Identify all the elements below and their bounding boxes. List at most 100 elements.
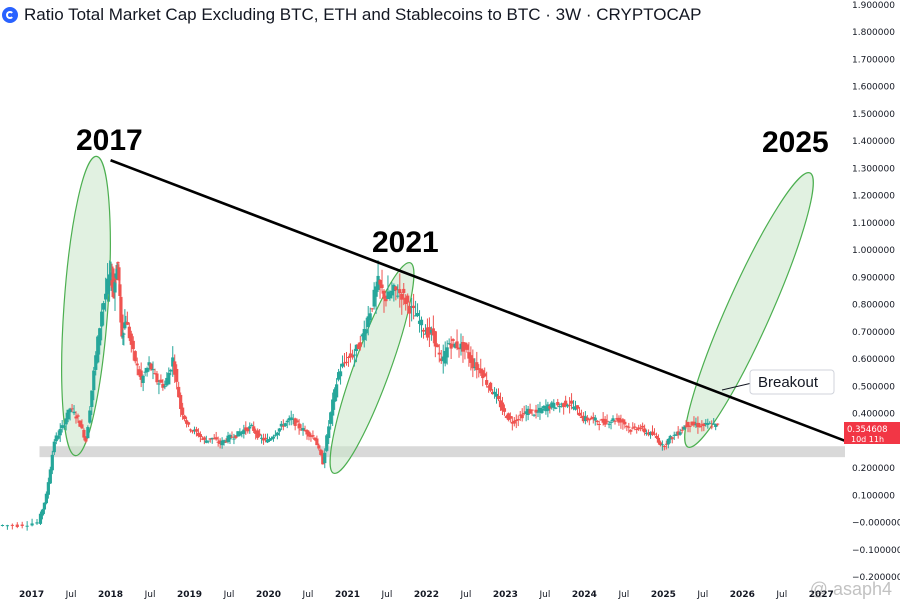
candle-body — [92, 370, 96, 391]
candle-body — [504, 416, 509, 418]
y-tick-label: 1.300000 — [852, 164, 895, 174]
candle-body — [423, 333, 428, 335]
candle-body — [143, 371, 147, 373]
candle-body — [42, 502, 47, 510]
candle-body — [358, 342, 362, 347]
candle-body — [216, 441, 220, 443]
candle-body — [613, 420, 617, 422]
candle-body — [64, 418, 68, 425]
candle-body — [263, 437, 268, 439]
candle-body — [674, 434, 678, 436]
candle-body — [625, 426, 629, 428]
candle-body — [139, 370, 143, 380]
candle-body — [181, 407, 185, 415]
candle-body — [465, 344, 469, 350]
candle-body — [40, 509, 45, 516]
candle-body — [149, 363, 153, 370]
x-tick-label: Jul — [460, 590, 472, 600]
candle-body — [269, 438, 274, 440]
candle-body — [52, 441, 56, 453]
candle-body — [692, 421, 696, 425]
candle-body — [581, 415, 586, 422]
candle-body — [447, 343, 451, 345]
candle-body — [115, 268, 119, 280]
candle-body — [194, 429, 199, 432]
candle-body — [244, 427, 248, 431]
candle-body — [473, 366, 477, 368]
candle-body — [122, 333, 126, 335]
candle-body — [433, 331, 437, 347]
candle-body — [550, 402, 554, 408]
candle-body — [76, 415, 80, 417]
candle-body — [394, 286, 398, 291]
candle-body — [611, 418, 615, 421]
candle-body — [546, 404, 550, 411]
candle-body — [506, 413, 510, 420]
candle-body — [35, 522, 39, 524]
candle-body — [348, 353, 353, 358]
y-tick-label: 1.600000 — [852, 83, 895, 93]
candle-body — [384, 298, 388, 302]
x-tick-label: 2023 — [493, 590, 518, 600]
candle-body — [82, 429, 86, 438]
candle-body — [435, 344, 439, 348]
candle-body — [261, 438, 266, 441]
candle-body — [60, 425, 64, 429]
candle-body — [20, 524, 24, 526]
candle-body — [467, 352, 471, 359]
candle-body — [301, 428, 305, 431]
candle-body — [599, 419, 603, 421]
candle-body — [210, 437, 214, 440]
candle-body — [299, 429, 303, 431]
ellipse-2025 — [684, 172, 814, 448]
candle-body — [275, 432, 279, 436]
candle-body — [702, 423, 706, 427]
candle-body — [676, 431, 680, 436]
candle-body — [277, 428, 281, 432]
x-tick-label: 2027 — [809, 590, 834, 600]
candle-body — [246, 428, 250, 432]
x-tick-label: 2024 — [572, 590, 597, 600]
x-tick-label: Jul — [775, 590, 787, 600]
candle-body — [388, 294, 392, 299]
candle-body — [220, 440, 224, 446]
candle-body — [281, 425, 285, 427]
candle-body — [125, 322, 129, 325]
x-tick-label: 2017 — [19, 590, 44, 600]
candle-body — [710, 426, 714, 428]
y-tick-label: 1.700000 — [852, 55, 895, 65]
candle-body — [327, 426, 331, 439]
candle-body — [512, 420, 516, 424]
candle-body — [668, 435, 672, 440]
candle-body — [518, 414, 522, 416]
candle-body — [204, 440, 208, 443]
candle-body — [315, 438, 319, 446]
candle-body — [706, 423, 710, 425]
candle-body — [155, 373, 159, 383]
y-tick-label: 0.400000 — [852, 410, 895, 420]
label-2025: 2025 — [762, 126, 829, 159]
candle-body — [585, 417, 589, 421]
candle-body — [354, 344, 358, 352]
y-tick-label: 0.100000 — [852, 491, 895, 501]
candle-body — [141, 375, 145, 384]
x-tick-label: Jul — [617, 590, 629, 600]
candle-body — [449, 343, 453, 349]
candle-body — [481, 370, 485, 379]
candle-body — [127, 326, 131, 339]
candle-body — [554, 407, 558, 409]
candle-body — [368, 313, 372, 321]
candle-body — [293, 418, 297, 426]
candle-body — [333, 389, 337, 402]
x-tick-label: Jul — [538, 590, 550, 600]
breakout-callout: Breakout — [721, 369, 835, 395]
candle-body — [121, 335, 125, 338]
candle-body — [102, 303, 106, 310]
candle-body — [240, 431, 244, 435]
cryptocap-logo-icon — [2, 7, 18, 23]
candle-body — [664, 443, 668, 445]
candle-body — [173, 361, 177, 375]
candle-body — [696, 422, 700, 428]
candle-body — [382, 290, 386, 299]
